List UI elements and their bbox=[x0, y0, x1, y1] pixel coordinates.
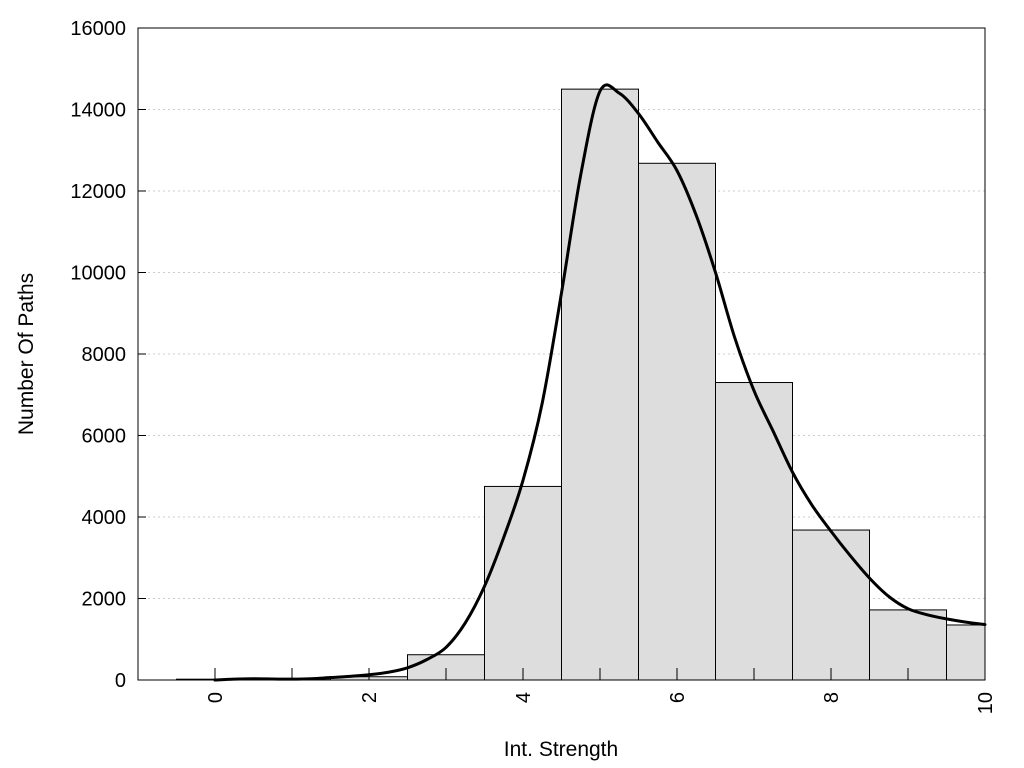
histogram-bar bbox=[715, 382, 793, 681]
y-tick-label: 14000 bbox=[70, 100, 126, 122]
y-tick-label: 4000 bbox=[82, 507, 127, 529]
y-tick-label: 10000 bbox=[70, 263, 126, 285]
histogram-bar bbox=[484, 485, 562, 681]
x-tick-labels: 0 2 4 6 8 10 bbox=[205, 692, 997, 714]
x-tick-label: 10 bbox=[975, 692, 997, 714]
y-tick-label: 8000 bbox=[82, 344, 127, 366]
gridlines bbox=[138, 109, 985, 599]
y-tick-labels: 0 2000 4000 6000 8000 10000 12000 14000 16000 bbox=[70, 18, 126, 692]
x-tick-label: 4 bbox=[513, 692, 535, 703]
y-axis-label: Number Of Paths bbox=[15, 273, 38, 435]
x-axis-label: Int. Strength bbox=[504, 738, 618, 761]
histogram-bar bbox=[561, 88, 639, 681]
x-tick-label: 2 bbox=[359, 692, 381, 703]
tick-marks bbox=[138, 27, 986, 681]
y-tick-label: 12000 bbox=[70, 181, 126, 203]
histogram-bar bbox=[638, 162, 716, 681]
histogram-bar bbox=[946, 624, 986, 681]
density-curve bbox=[213, 83, 987, 682]
bars bbox=[176, 88, 986, 681]
density-curve-line bbox=[213, 83, 987, 682]
y-tick-label: 6000 bbox=[82, 426, 127, 448]
x-tick-label: 6 bbox=[667, 692, 689, 703]
y-tick-label: 2000 bbox=[82, 589, 127, 611]
x-tick-label: 0 bbox=[205, 692, 227, 703]
y-tick-label: 0 bbox=[115, 670, 126, 692]
y-tick-label: 16000 bbox=[70, 18, 126, 40]
histogram-bar bbox=[792, 529, 870, 681]
x-tick-label: 8 bbox=[821, 692, 843, 703]
